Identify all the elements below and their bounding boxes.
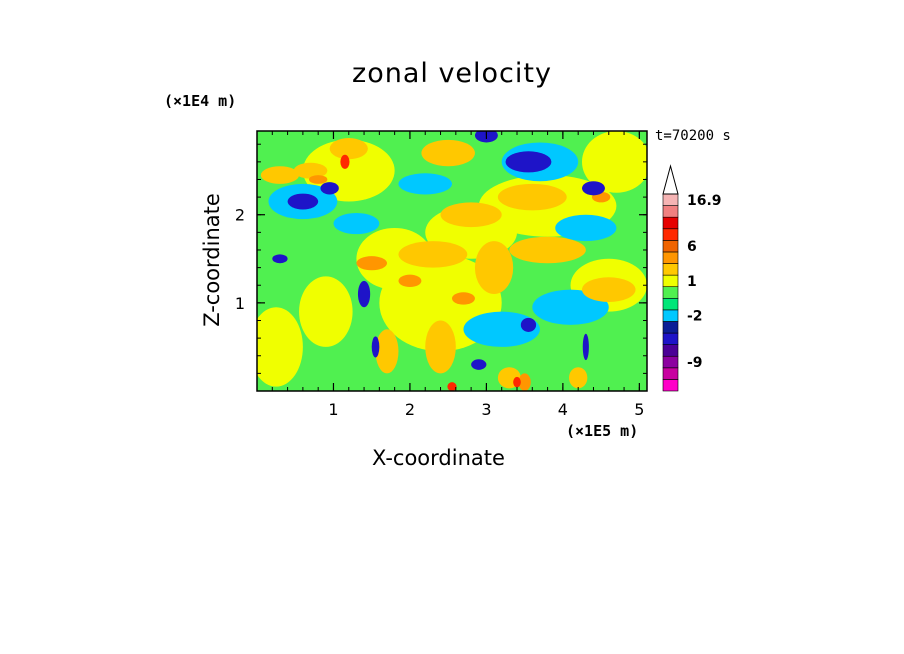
field-region-29 [421, 139, 475, 167]
field-region-48 [340, 154, 350, 169]
y-tick-label-1: 1 [235, 294, 245, 313]
field-region-40 [357, 280, 371, 308]
x-axis-label: X-coordinate [372, 446, 505, 470]
y-axis-unit: (×1E4 m) [164, 92, 237, 110]
field-region-17 [260, 166, 300, 184]
colorbar-swatch-4 [662, 332, 679, 345]
colorbar-swatch-3 [662, 344, 679, 357]
field-region-22 [497, 183, 567, 211]
field-region-41 [371, 336, 380, 358]
colorbar-swatch-5 [662, 321, 679, 334]
field-region-14 [333, 212, 380, 235]
field-region-8 [356, 227, 433, 290]
colorbar-swatch-12 [662, 240, 679, 253]
colorbar-extension-arrow [662, 164, 679, 195]
colorbar-swatch-14 [662, 216, 679, 230]
field-region-38 [505, 151, 552, 173]
colorbar-label-2: -9 [687, 355, 703, 371]
field-region-30 [356, 256, 387, 271]
field-region-45 [272, 254, 288, 264]
field-region-10 [463, 311, 540, 347]
colorbar-swatch-7 [662, 297, 679, 311]
colorbar-swatch-9 [662, 274, 679, 288]
colorbar-label-9: 1 [687, 274, 697, 290]
colorbar-swatch-1 [662, 367, 679, 380]
field-region-49 [447, 382, 457, 391]
field-region-1 [299, 276, 353, 347]
field-region-23 [509, 236, 586, 264]
colorbar-label-12: 6 [687, 239, 697, 255]
field-region-21 [474, 241, 514, 295]
colorbar-label-16: 16.9 [687, 193, 722, 209]
time-label: t=70200 s [655, 128, 731, 144]
field-region-25 [375, 329, 399, 374]
field-region-47 [513, 376, 521, 388]
field-region-39 [582, 181, 605, 196]
field-region-11 [532, 289, 609, 325]
x-axis-unit: (×1E5 m) [566, 422, 639, 440]
field-region-4 [582, 131, 647, 193]
colorbar-swatch-15 [662, 205, 679, 218]
field-region-15 [398, 173, 452, 195]
y-tick-label-2: 2 [235, 206, 245, 225]
x-tick-label-2: 2 [405, 400, 415, 419]
colorbar-swatch-11 [662, 251, 679, 264]
x-tick-label-1: 1 [328, 400, 338, 419]
field-region-13 [555, 214, 617, 242]
colorbar: -9 -2 1 6 16.9 [662, 164, 722, 392]
x-tick-label-4: 4 [558, 400, 568, 419]
colorbar-swatch-13 [662, 228, 679, 241]
x-tick-label-5: 5 [634, 400, 644, 419]
plot-frame [256, 130, 648, 392]
field-region-31 [398, 274, 422, 287]
colorbar-swatch-0 [662, 379, 679, 392]
axes: 1 2 3 4 5 1 2 [235, 131, 647, 419]
field-region-42 [520, 317, 537, 332]
field-region-28 [569, 367, 588, 389]
field-region-16 [329, 138, 368, 160]
field-region-24 [582, 277, 636, 302]
contour-field [257, 131, 647, 391]
field-region-35 [309, 175, 328, 184]
colorbar-swatch-6 [662, 309, 679, 322]
chart-title: zonal velocity [352, 58, 552, 89]
colorbar-swatch-10 [662, 263, 679, 276]
field-region-36 [287, 193, 319, 210]
field-region-19 [398, 241, 468, 268]
colorbar-label-6: -2 [687, 309, 703, 325]
field-region-43 [582, 333, 589, 361]
colorbar-swatch-8 [662, 286, 679, 299]
field-region-33 [518, 373, 531, 391]
colorbar-swatch-2 [662, 355, 679, 369]
field-region-18 [293, 162, 328, 179]
field-region-32 [452, 292, 475, 305]
field-region-46 [471, 359, 487, 370]
field-region-0 [257, 307, 303, 387]
field-region-20 [440, 202, 502, 228]
field-region-37 [320, 182, 339, 195]
colorbar-swatch-16 [662, 193, 679, 206]
x-tick-label-3: 3 [481, 400, 491, 419]
field-region-26 [425, 320, 456, 374]
